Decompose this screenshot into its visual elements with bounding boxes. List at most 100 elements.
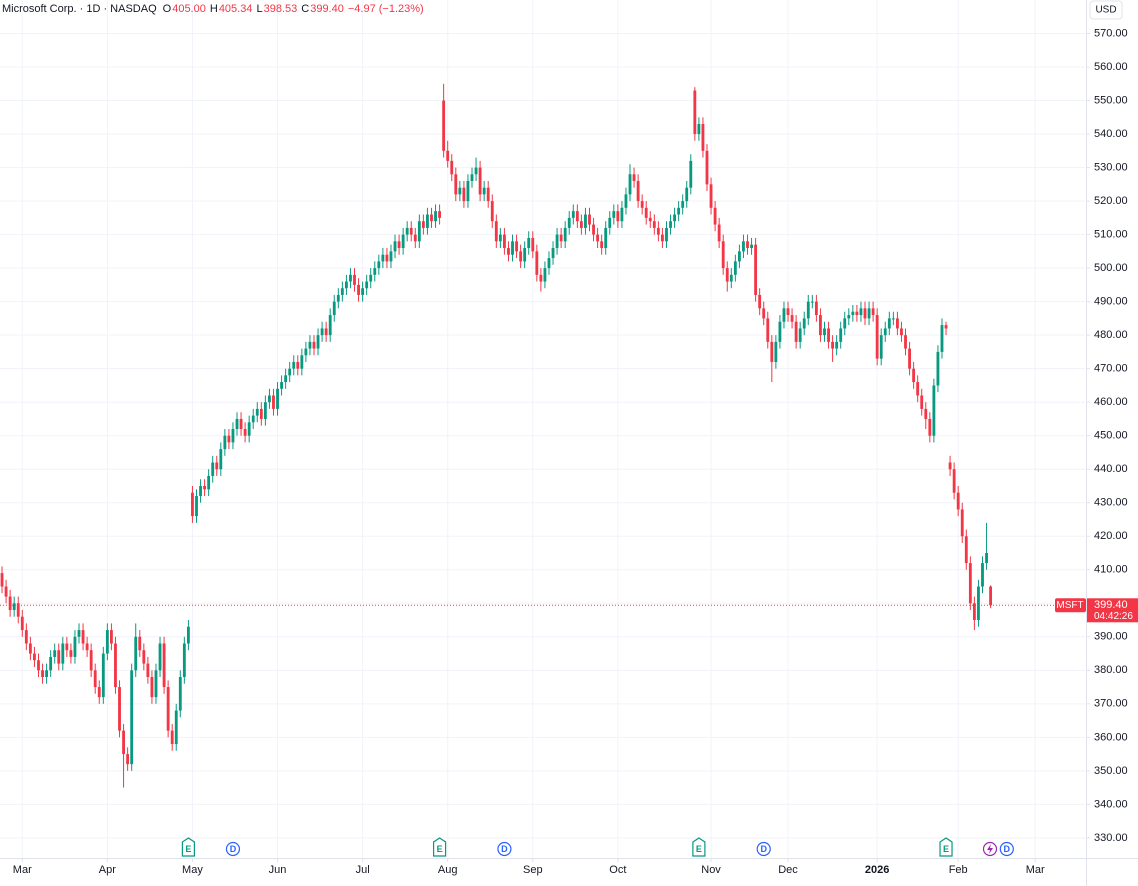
earnings-marker[interactable] [181,837,195,857]
candle-body [37,660,40,671]
event-label: E [943,844,949,854]
candle-body [373,268,377,275]
candle-body [454,174,458,195]
candle-body [689,160,693,188]
candle-body [247,422,251,436]
candle-body [486,187,490,202]
candle-body [904,335,907,349]
candle-body [867,308,871,319]
y-tick-label: 540.00 [1094,128,1128,140]
candle-body [737,251,741,262]
candle-body [839,328,843,342]
grid [0,0,1085,858]
candle-body [462,187,466,202]
candle-body [89,650,93,671]
candle-body [855,311,859,316]
y-tick-label: 370.00 [1094,698,1128,710]
candle-body [385,254,389,262]
x-tick-label: Dec [778,864,798,876]
x-tick-label: Nov [701,864,721,876]
candle-body [85,643,89,651]
candle-body [624,194,628,208]
x-tick-label: 2026 [865,864,889,876]
candle-body [652,221,656,228]
candle-body [255,408,259,416]
candle-body [328,315,332,336]
candle-body [377,261,381,269]
candle-body [199,485,202,497]
candle-body [243,429,247,436]
earnings-marker[interactable] [432,837,447,857]
candle-body [835,341,839,349]
candle-body [511,241,514,255]
candle-body [944,325,948,329]
x-tick-label: Jul [356,864,370,876]
candle-body [146,663,150,678]
candle-body [344,281,348,289]
currency-box[interactable] [1089,0,1123,20]
candle-body [620,207,624,222]
candle-body [466,180,470,202]
candle-body [964,536,968,564]
candle-body [207,475,211,490]
earnings-marker[interactable] [692,837,706,857]
candle-body [543,268,547,282]
candle-body [369,274,373,282]
candle-body [924,408,928,419]
candle-body [677,207,681,215]
dividend-marker[interactable] [497,841,512,857]
currency: USD [1095,5,1116,16]
candle-body [114,643,117,688]
candle-body [154,670,158,698]
y-tick-label: 500.00 [1094,262,1128,274]
candle-body [365,281,369,289]
candle-body [170,730,174,745]
candle-body [806,301,810,319]
dividend-marker[interactable] [225,841,241,857]
candle-body [442,100,446,151]
candle-body [324,328,328,336]
countdown: 04:42:26 [1094,611,1133,622]
candle-body [932,385,936,436]
y-tick-label: 420.00 [1094,530,1128,542]
candle-body [73,636,77,657]
legend-value: 398.53 [264,3,298,15]
legend-symbol: Microsoft Corp. · 1D · NASDAQ [2,3,157,15]
candle-body [109,630,113,644]
earnings-marker[interactable] [939,837,953,857]
candle-body [122,730,125,755]
candle-body [101,653,105,698]
candle-body [847,315,851,319]
candle-body [669,221,672,228]
candle-body [762,308,766,319]
y-tick-label: 470.00 [1094,363,1128,375]
legend-key: O [163,3,172,15]
candle-body [41,670,44,678]
candle-body [308,341,312,349]
ticker-label: MSFT [1056,600,1083,611]
dividend-marker[interactable] [756,841,771,857]
dividend-marker[interactable] [999,841,1014,857]
candle-body [981,563,984,587]
candle-body [166,687,170,731]
split-marker[interactable] [982,841,998,857]
candle-body [494,221,498,242]
candle-body [16,603,20,617]
plot [0,83,1085,788]
candle-body [644,207,648,218]
y-tick-label: 350.00 [1094,765,1128,777]
candle-body [336,294,340,302]
candle-body [794,321,798,342]
legend-value: 399.40 [310,3,344,15]
candle-body [150,677,154,698]
y-tick-label: 410.00 [1094,564,1128,576]
candle-body [97,687,101,698]
x-tick-label: May [182,864,203,876]
candle-body [989,586,993,606]
candle-body [300,355,304,369]
candle-body [288,368,292,376]
candle-body [239,418,243,429]
candle-body [430,214,433,222]
y-tick-label: 460.00 [1094,396,1128,408]
candle-body [45,670,49,678]
